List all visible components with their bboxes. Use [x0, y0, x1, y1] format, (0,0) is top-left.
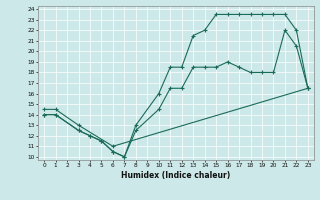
X-axis label: Humidex (Indice chaleur): Humidex (Indice chaleur): [121, 171, 231, 180]
